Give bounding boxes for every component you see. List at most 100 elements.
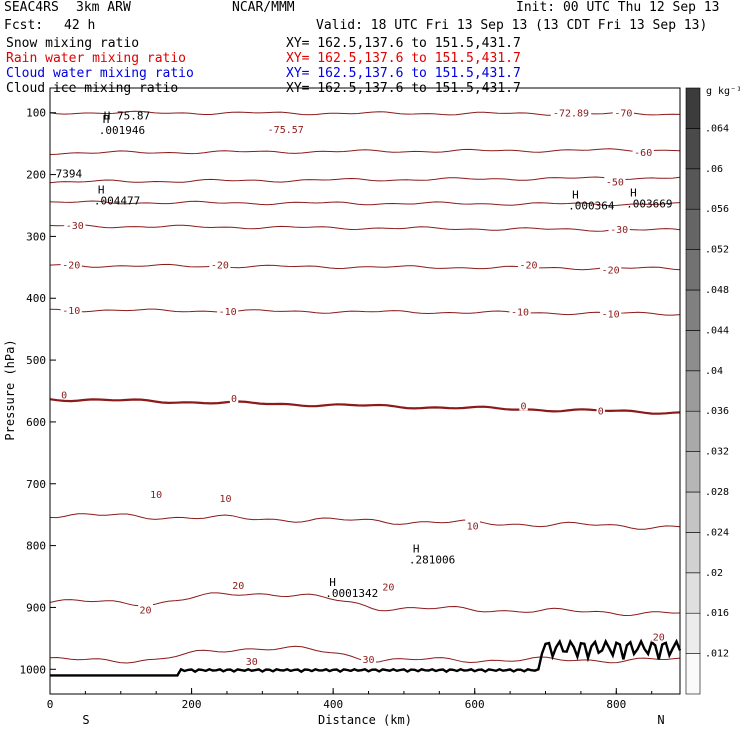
extremum-marker: H bbox=[572, 188, 579, 201]
y-tick-label: 800 bbox=[26, 540, 46, 553]
x-tick-label: 0 bbox=[47, 698, 54, 711]
isotherm-label-mask bbox=[651, 630, 667, 642]
colorbar-bin bbox=[685, 87, 701, 129]
extremum-value: .001946 bbox=[99, 124, 145, 137]
field-xy-rain: XY= 162.5,137.6 to 151.5,431.7 bbox=[286, 51, 521, 66]
isotherm-label-mask bbox=[604, 175, 626, 187]
isotherm-line bbox=[49, 263, 681, 271]
isotherm-label-mask bbox=[632, 145, 654, 157]
isotherm-label: 30 bbox=[246, 657, 258, 668]
init-time: Init: 00 UTC Thu 12 Sep 13 bbox=[516, 0, 720, 15]
field-name-rain: Rain water mixing ratio bbox=[6, 51, 187, 66]
isotherm-label: 10 bbox=[150, 490, 162, 501]
x-end-label-south: S bbox=[82, 713, 89, 727]
isotherm-label-mask bbox=[59, 388, 69, 400]
isotherm-label-mask bbox=[148, 487, 164, 499]
colorbar-bin bbox=[685, 612, 701, 654]
colorbar-tick-label: .056 bbox=[705, 204, 729, 215]
isotherm-label-mask bbox=[519, 399, 528, 411]
y-tick-label: 500 bbox=[26, 354, 46, 367]
isotherm-label: -30 bbox=[610, 225, 628, 236]
plot-frame bbox=[49, 87, 681, 695]
extremum-value: .000364 bbox=[568, 199, 615, 212]
extremum-value: .004477 bbox=[94, 194, 140, 207]
isotherm-label-mask bbox=[60, 304, 82, 316]
isotherm-line bbox=[49, 308, 681, 316]
isotherm-line bbox=[49, 148, 681, 155]
x-tick-label: 200 bbox=[182, 698, 202, 711]
model-resolution: 3km ARW bbox=[76, 0, 131, 15]
forecast-label: Fcst: bbox=[4, 18, 44, 33]
colorbar-tick-label: .064 bbox=[705, 123, 729, 134]
forecast-hour: 42 h bbox=[64, 18, 96, 33]
plot-border bbox=[49, 87, 681, 695]
isotherm-label-mask bbox=[517, 258, 540, 270]
colorbar-bin bbox=[685, 370, 701, 412]
isotherm-label: -60 bbox=[634, 148, 652, 159]
isotherm-label: -75.57 bbox=[268, 125, 304, 136]
colorbar-bin bbox=[685, 249, 701, 291]
edge-fragment-label: H 75.87 bbox=[104, 109, 150, 122]
x-tick-label: 800 bbox=[606, 698, 626, 711]
y-tick-label: 900 bbox=[26, 601, 46, 614]
colorbar: .012 .016 .02 .024 .028 .032 .036 .04 .044 .048 .0… bbox=[685, 87, 729, 695]
center-name: NCAR/MMM bbox=[232, 0, 295, 15]
x-axis-title: Distance (km) bbox=[318, 713, 412, 727]
y-tick-label: 700 bbox=[26, 478, 46, 491]
colorbar-tick-label: .024 bbox=[705, 527, 729, 538]
isotherm-label: 20 bbox=[140, 606, 152, 617]
colorbar-bin bbox=[685, 168, 701, 210]
colorbar-tick-label: .048 bbox=[705, 285, 729, 296]
isotherm-label: 20 bbox=[382, 583, 394, 594]
isotherm-label: -10 bbox=[602, 309, 620, 320]
colorbar-bin bbox=[685, 330, 701, 372]
terrain-line bbox=[50, 638, 682, 677]
isotherm-label: -10 bbox=[62, 306, 80, 317]
isotherm-label-mask bbox=[509, 305, 531, 317]
isotherm-label-mask bbox=[465, 519, 480, 531]
isotherm-label: 0 bbox=[231, 394, 237, 405]
colorbar-tick-label: .016 bbox=[705, 608, 729, 619]
isotherm-label-mask bbox=[361, 652, 376, 664]
isotherm-label-mask bbox=[229, 392, 239, 404]
y-tick-label: 300 bbox=[26, 230, 46, 243]
extremum-value: .003669 bbox=[626, 197, 672, 210]
isotherm-label: -50 bbox=[606, 178, 624, 189]
isotherm-label-mask bbox=[60, 258, 82, 270]
isotherm-label: -20 bbox=[211, 260, 229, 271]
colorbar-tick-label: .032 bbox=[705, 447, 729, 458]
isotherm-label-mask bbox=[230, 578, 246, 590]
isotherm-label: -10 bbox=[511, 307, 529, 318]
isotherm-label-mask bbox=[244, 654, 260, 666]
isotherm-line bbox=[49, 592, 681, 617]
colorbar-tick-label: .012 bbox=[705, 649, 729, 660]
colorbar-bin bbox=[685, 289, 701, 331]
extremum-value: .281006 bbox=[409, 554, 455, 567]
isotherm-label: 0 bbox=[521, 401, 527, 412]
colorbar-bin bbox=[685, 208, 701, 250]
isotherm-label-mask bbox=[612, 106, 634, 118]
isotherm-label: -20 bbox=[519, 260, 537, 271]
isotherm-line bbox=[49, 513, 681, 530]
isotherm-label-mask bbox=[218, 492, 233, 504]
colorbar-bin bbox=[685, 491, 701, 533]
x-tick-label: 400 bbox=[323, 698, 343, 711]
colorbar-tick-label: .02 bbox=[705, 568, 723, 579]
isotherm-line bbox=[49, 224, 681, 232]
extremum-marker: H bbox=[103, 113, 110, 126]
isotherm-label-mask bbox=[600, 307, 622, 319]
isotherm-label-mask bbox=[138, 603, 153, 615]
isotherm-label: 10 bbox=[220, 494, 232, 505]
isotherm-label-mask bbox=[217, 304, 239, 316]
isotherm-label: -72.89 bbox=[553, 108, 589, 119]
colorbar-bin bbox=[685, 532, 701, 574]
isotherm-label: -70 bbox=[614, 108, 632, 119]
extremum-marker: H bbox=[630, 186, 637, 199]
isotherm-label-mask bbox=[600, 263, 622, 275]
edge-fragment-label: 7394 bbox=[56, 168, 83, 181]
y-tick-label: 600 bbox=[26, 416, 46, 429]
isotherm-label: 10 bbox=[467, 521, 479, 532]
y-axis-title: Pressure (hPa) bbox=[3, 339, 17, 440]
